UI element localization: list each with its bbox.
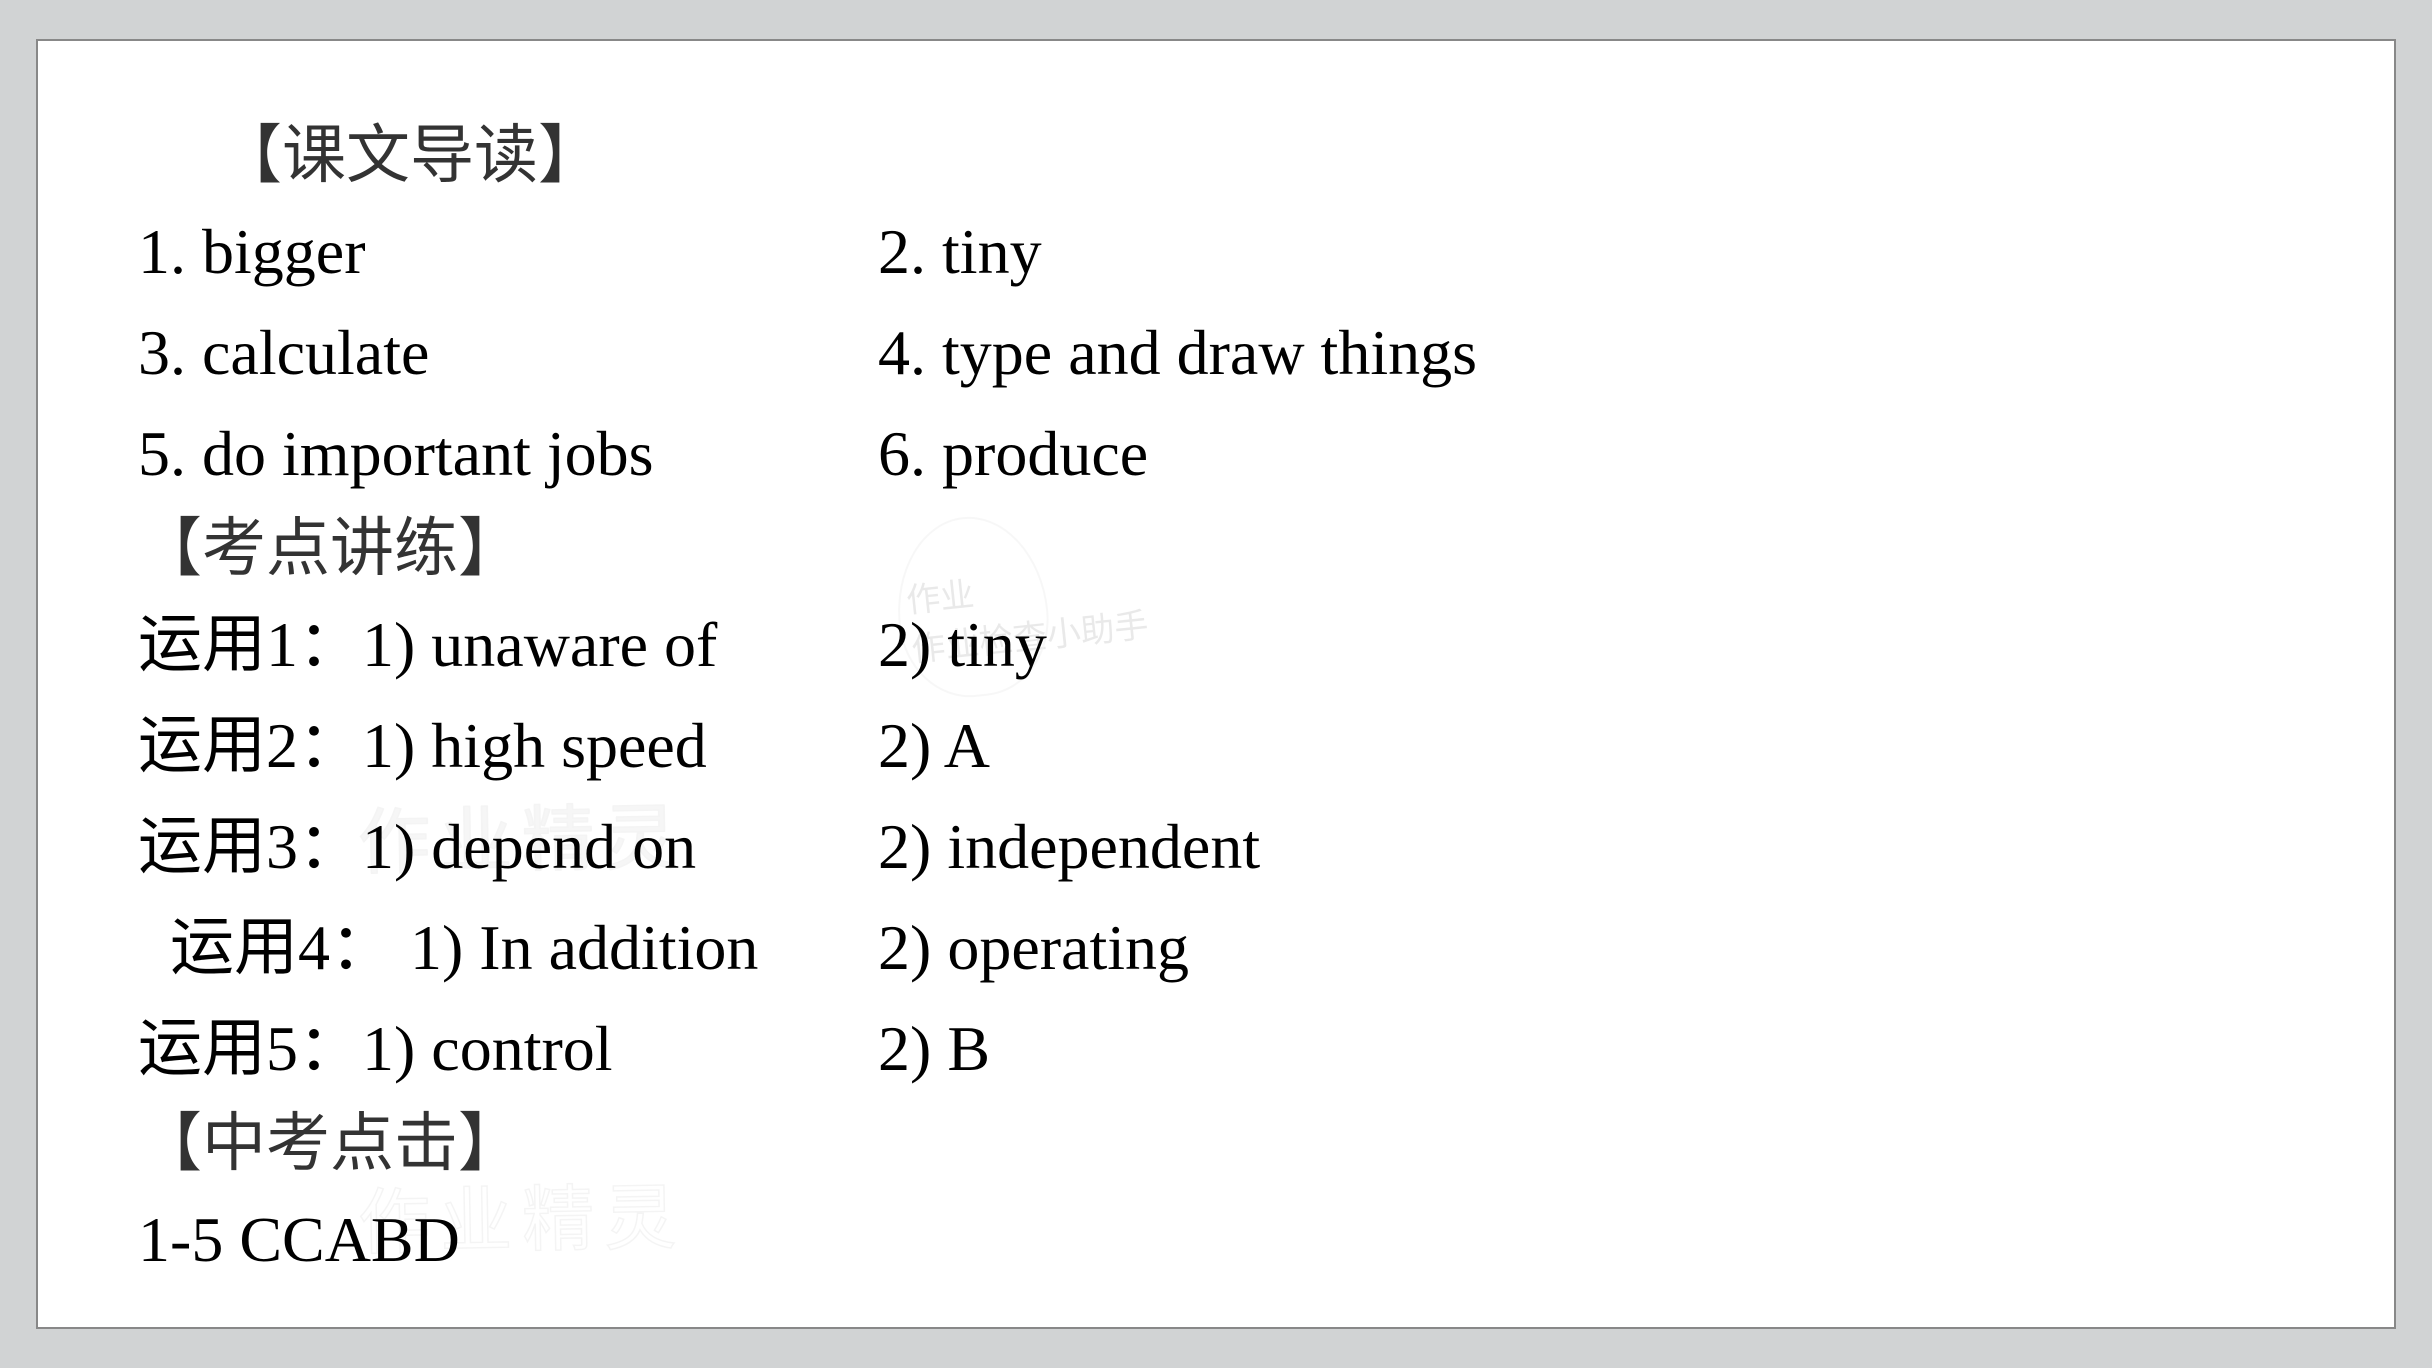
section3-line: 1-5 CCABD (138, 1189, 2294, 1290)
s1r2-a: 3. calculate (138, 302, 878, 403)
section1-row-3: 5. do important jobs 6. produce (138, 403, 2294, 504)
section2-title: 【考点讲练】 (138, 504, 2294, 594)
s1r1-a: 1. bigger (138, 201, 878, 302)
section1-title: 【课文导读】 (198, 111, 2294, 201)
section2-row-3: 运用3：1) depend on 2) independent (138, 796, 2294, 897)
section1-row-2: 3. calculate 4. type and draw things (138, 302, 2294, 403)
section2-row-4: 运用4： 1) In addition 2) operating (138, 897, 2294, 998)
s1r2-b: 4. type and draw things (878, 302, 2294, 403)
section3-title: 【中考点击】 (138, 1099, 2294, 1189)
s2r3-a: 运用3：1) depend on (138, 796, 878, 897)
s2r5-b: 2) B (878, 998, 2294, 1099)
content-area: 【课文导读】 1. bigger 2. tiny 3. calculate 4.… (198, 111, 2294, 1290)
s1r3-b: 6. produce (878, 403, 2294, 504)
s2r4-b: 2) operating (878, 897, 2294, 998)
s1r1-b: 2. tiny (878, 201, 2294, 302)
s3-line: 1-5 CCABD (138, 1189, 878, 1290)
s2r1-b: 2) tiny (878, 594, 2294, 695)
s2r2-a: 运用2：1) high speed (138, 695, 878, 796)
s2r1-a: 运用1：1) unaware of (138, 594, 878, 695)
s2r4-a: 运用4： 1) In addition (138, 897, 878, 998)
section1-row-1: 1. bigger 2. tiny (138, 201, 2294, 302)
section2-row-2: 运用2：1) high speed 2) A (138, 695, 2294, 796)
document-page: 作业 作业检查小助手 作业精灵 作业精灵 【课文导读】 1. bigger 2.… (36, 39, 2396, 1329)
s2r3-b: 2) independent (878, 796, 2294, 897)
s1r3-a: 5. do important jobs (138, 403, 878, 504)
s2r2-b: 2) A (878, 695, 2294, 796)
s2r5-a: 运用5：1) control (138, 998, 878, 1099)
section2-row-5: 运用5：1) control 2) B (138, 998, 2294, 1099)
section2-row-1: 运用1：1) unaware of 2) tiny (138, 594, 2294, 695)
